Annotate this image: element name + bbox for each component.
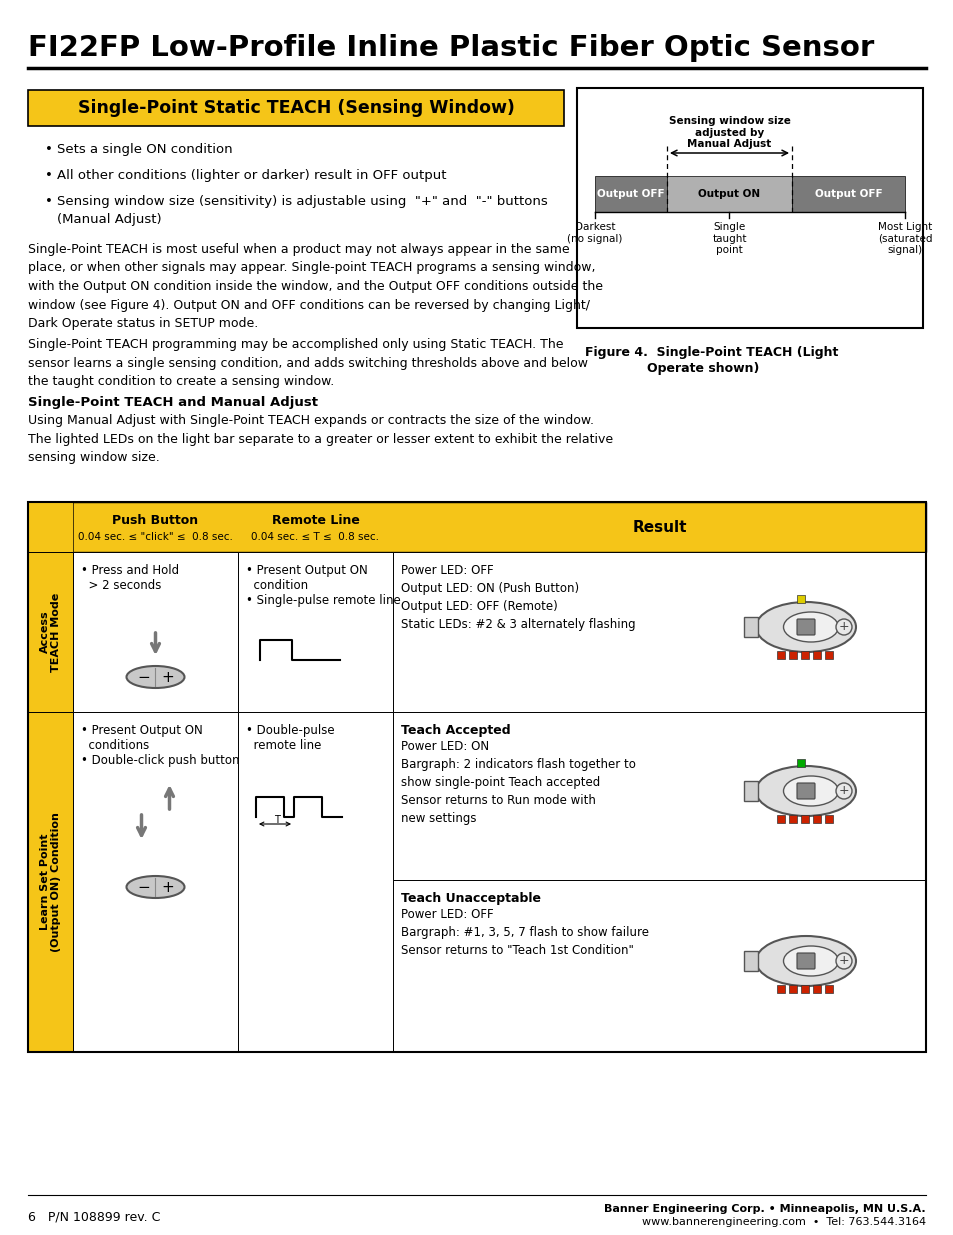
Text: remote line: remote line [246,739,321,752]
Text: −: − [137,669,150,684]
Bar [743,951,758,971]
Circle shape [835,619,851,635]
Text: > 2 seconds: > 2 seconds [81,579,161,592]
Ellipse shape [782,776,838,806]
Text: Teach Accepted: Teach Accepted [400,724,510,737]
Text: Single-Point TEACH programming may be accomplished only using Static TEACH. The
: Single-Point TEACH programming may be ac… [28,338,587,388]
Bar [666,177,791,212]
Text: 0.04 sec. ≤ "click" ≤  0.8 sec.: 0.04 sec. ≤ "click" ≤ 0.8 sec. [78,532,233,542]
Text: www.bannerengineering.com  •  Tel: 763.544.3164: www.bannerengineering.com • Tel: 763.544… [641,1216,925,1228]
Text: −: − [137,879,150,894]
FancyBboxPatch shape [796,953,814,969]
FancyBboxPatch shape [796,619,814,635]
Text: (Manual Adjust): (Manual Adjust) [57,212,161,226]
Text: +: + [161,879,173,894]
Ellipse shape [127,666,184,688]
Text: +: + [838,955,848,967]
Text: T: T [274,815,279,825]
Text: Sensing window size
adjusted by
Manual Adjust: Sensing window size adjusted by Manual A… [668,116,790,149]
Bar [28,501,73,552]
Text: Output ON: Output ON [698,189,760,199]
Text: Darkest
(no signal): Darkest (no signal) [567,222,622,243]
Ellipse shape [755,601,855,652]
Text: • Present Output ON: • Present Output ON [81,724,203,737]
Bar [237,552,393,713]
Ellipse shape [755,936,855,986]
Text: All other conditions (lighter or darker) result in OFF output: All other conditions (lighter or darker)… [57,169,446,182]
Text: Single-Point TEACH and Manual Adjust: Single-Point TEACH and Manual Adjust [28,396,317,409]
Bar [577,88,923,329]
Text: Output OFF: Output OFF [814,189,882,199]
Text: Single-Point Static TEACH (Sensing Window): Single-Point Static TEACH (Sensing Windo… [77,99,514,117]
Text: •: • [45,195,52,207]
Text: Single
taught
point: Single taught point [712,222,746,256]
Text: +: + [838,620,848,634]
Bar [743,781,758,802]
Ellipse shape [782,946,838,976]
Text: Teach Unacceptable: Teach Unacceptable [400,892,540,905]
Ellipse shape [782,613,838,642]
Bar [393,713,925,881]
Ellipse shape [755,766,855,816]
Text: Single-Point TEACH is most useful when a product may not always appear in the sa: Single-Point TEACH is most useful when a… [28,243,602,330]
Text: Power LED: OFF
Bargraph: #1, 3, 5, 7 flash to show failure
Sensor returns to "Te: Power LED: OFF Bargraph: #1, 3, 5, 7 fla… [400,908,648,957]
Text: 0.04 sec. ≤ T ≤  0.8 sec.: 0.04 sec. ≤ T ≤ 0.8 sec. [252,532,379,542]
Text: Power LED: OFF
Output LED: ON (Push Button)
Output LED: OFF (Remote)
Static LEDs: Power LED: OFF Output LED: ON (Push Butt… [400,564,635,631]
Text: Push Button: Push Button [112,515,198,527]
Text: Operate shown): Operate shown) [646,362,759,375]
Text: 6   P/N 108899 rev. C: 6 P/N 108899 rev. C [28,1210,160,1224]
Text: Sensing window size (sensitivity) is adjustable using  "+" and  "-" buttons: Sensing window size (sensitivity) is adj… [57,195,547,207]
Text: Power LED: ON
Bargraph: 2 indicators flash together to
show single-point Teach a: Power LED: ON Bargraph: 2 indicators fla… [400,740,636,825]
Bar [393,552,925,713]
Text: Learn Set Point
(Output ON) Condition: Learn Set Point (Output ON) Condition [40,813,61,952]
Text: Sets a single ON condition: Sets a single ON condition [57,143,233,156]
Bar [28,501,925,1052]
Text: • Press and Hold: • Press and Hold [81,564,179,577]
Bar [28,501,925,552]
Text: conditions: conditions [81,739,149,752]
Text: Banner Engineering Corp. • Minneapolis, MN U.S.A.: Banner Engineering Corp. • Minneapolis, … [604,1204,925,1214]
Bar [73,552,237,713]
Text: FI22FP Low-Profile Inline Plastic Fiber Optic Sensor: FI22FP Low-Profile Inline Plastic Fiber … [28,35,873,62]
Text: Figure 4.  Single-Point TEACH (Light: Figure 4. Single-Point TEACH (Light [584,346,838,359]
Bar [743,618,758,637]
Bar [595,177,666,212]
Bar [28,552,73,713]
Circle shape [835,783,851,799]
Bar [28,90,563,126]
Text: • Double-pulse: • Double-pulse [246,724,335,737]
Text: • Single-pulse remote line: • Single-pulse remote line [246,594,400,606]
Bar [73,713,237,1052]
Circle shape [835,953,851,969]
Text: • Double-click push button: • Double-click push button [81,755,239,767]
Text: •: • [45,169,52,182]
Text: Remote Line: Remote Line [272,515,359,527]
Text: Using Manual Adjust with Single-Point TEACH expands or contracts the size of the: Using Manual Adjust with Single-Point TE… [28,414,613,464]
Ellipse shape [127,876,184,898]
Text: Most Light
(saturated
signal): Most Light (saturated signal) [877,222,931,256]
Bar [237,713,393,1052]
Text: • Present Output ON: • Present Output ON [246,564,367,577]
Text: •: • [45,143,52,156]
Bar [791,177,904,212]
Bar [393,881,925,1052]
Text: Result: Result [632,520,686,535]
Text: +: + [161,669,173,684]
FancyBboxPatch shape [796,783,814,799]
Text: condition: condition [246,579,308,592]
Text: Output OFF: Output OFF [597,189,664,199]
Text: Access
TEACH Mode: Access TEACH Mode [40,593,61,672]
Text: +: + [838,784,848,798]
Bar [28,713,73,1052]
